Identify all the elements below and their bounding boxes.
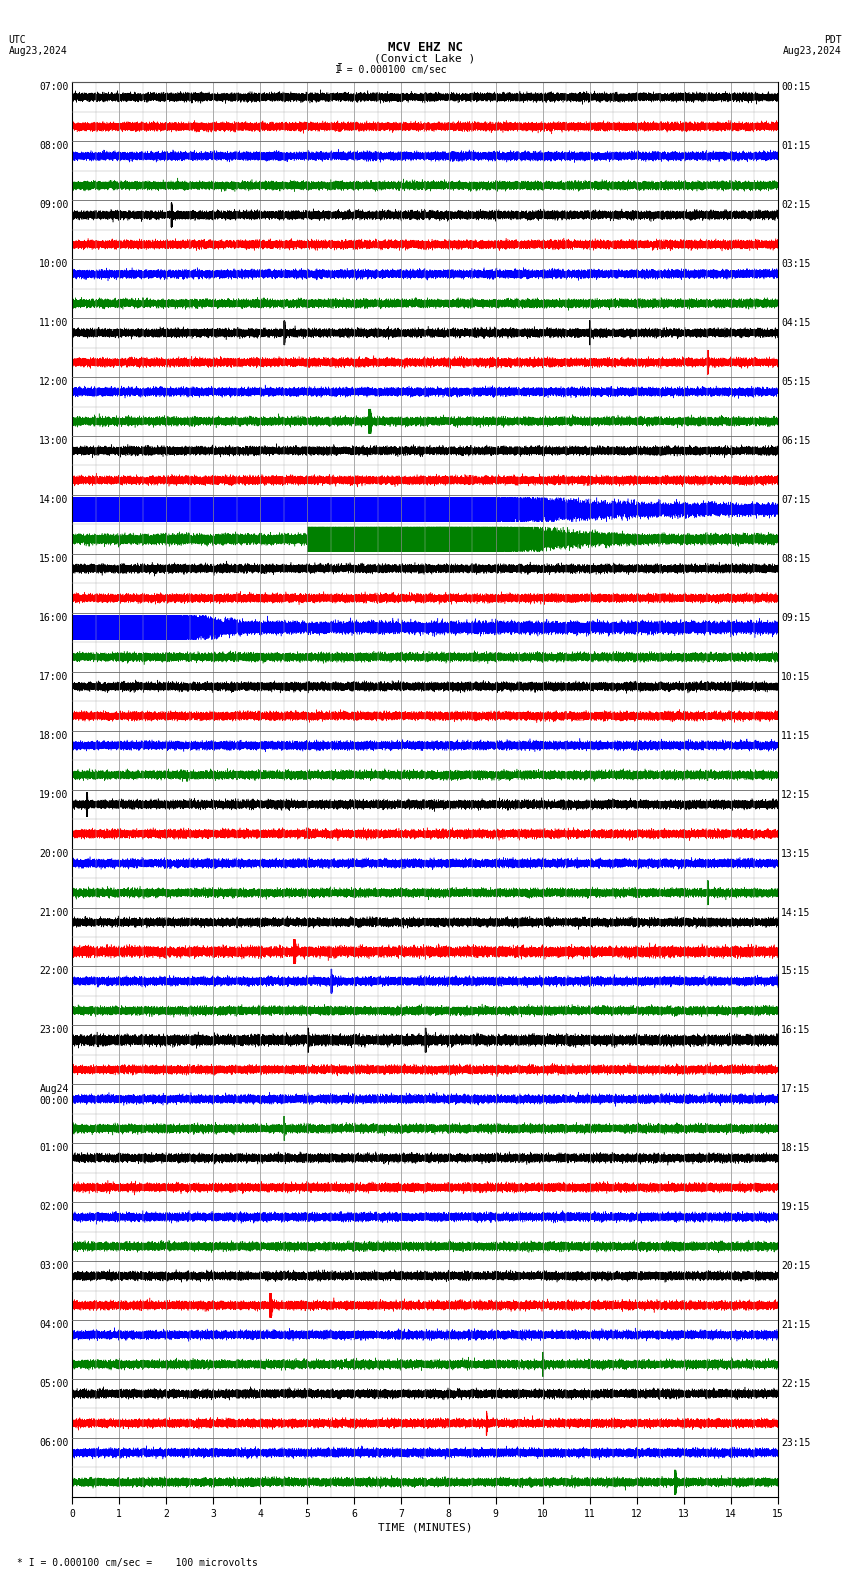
Text: 13:15: 13:15 (781, 849, 811, 859)
Text: 21:15: 21:15 (781, 1319, 811, 1331)
Text: 02:15: 02:15 (781, 200, 811, 211)
Text: 19:15: 19:15 (781, 1202, 811, 1212)
Text: 15:15: 15:15 (781, 966, 811, 976)
Text: PDT: PDT (824, 35, 842, 44)
Text: 13:00: 13:00 (39, 436, 69, 447)
Text: 11:15: 11:15 (781, 730, 811, 741)
Text: Aug24
00:00: Aug24 00:00 (39, 1085, 69, 1106)
Text: 19:00: 19:00 (39, 790, 69, 800)
Text: 16:15: 16:15 (781, 1025, 811, 1036)
Text: MCV EHZ NC: MCV EHZ NC (388, 41, 462, 54)
Text: 09:00: 09:00 (39, 200, 69, 211)
Text: 09:15: 09:15 (781, 613, 811, 623)
Text: 06:15: 06:15 (781, 436, 811, 447)
Text: * I = 0.000100 cm/sec =    100 microvolts: * I = 0.000100 cm/sec = 100 microvolts (17, 1559, 258, 1568)
Text: (Convict Lake ): (Convict Lake ) (374, 54, 476, 63)
Text: 12:15: 12:15 (781, 790, 811, 800)
Text: 12:00: 12:00 (39, 377, 69, 386)
Text: 11:00: 11:00 (39, 318, 69, 328)
Text: 20:00: 20:00 (39, 849, 69, 859)
Text: 16:00: 16:00 (39, 613, 69, 623)
Text: 22:00: 22:00 (39, 966, 69, 976)
Text: 14:00: 14:00 (39, 494, 69, 505)
Text: 02:00: 02:00 (39, 1202, 69, 1212)
Text: 10:15: 10:15 (781, 672, 811, 681)
Text: 22:15: 22:15 (781, 1380, 811, 1389)
Text: 01:15: 01:15 (781, 141, 811, 152)
Text: 07:15: 07:15 (781, 494, 811, 505)
Text: 23:15: 23:15 (781, 1438, 811, 1448)
Text: 04:15: 04:15 (781, 318, 811, 328)
Text: 06:00: 06:00 (39, 1438, 69, 1448)
Text: I: I (337, 63, 343, 73)
Text: 21:00: 21:00 (39, 908, 69, 917)
Text: 05:00: 05:00 (39, 1380, 69, 1389)
Text: 05:15: 05:15 (781, 377, 811, 386)
Text: 14:15: 14:15 (781, 908, 811, 917)
X-axis label: TIME (MINUTES): TIME (MINUTES) (377, 1522, 473, 1533)
Text: 03:00: 03:00 (39, 1261, 69, 1270)
Text: 03:15: 03:15 (781, 260, 811, 269)
Text: 17:15: 17:15 (781, 1085, 811, 1095)
Text: 10:00: 10:00 (39, 260, 69, 269)
Text: 15:00: 15:00 (39, 554, 69, 564)
Text: 08:15: 08:15 (781, 554, 811, 564)
Text: 23:00: 23:00 (39, 1025, 69, 1036)
Text: UTC: UTC (8, 35, 26, 44)
Text: 17:00: 17:00 (39, 672, 69, 681)
Text: Aug23,2024: Aug23,2024 (8, 46, 67, 55)
Text: Aug23,2024: Aug23,2024 (783, 46, 842, 55)
Text: 01:00: 01:00 (39, 1144, 69, 1153)
Text: 20:15: 20:15 (781, 1261, 811, 1270)
Text: 00:15: 00:15 (781, 82, 811, 92)
Text: 04:00: 04:00 (39, 1319, 69, 1331)
Text: 18:00: 18:00 (39, 730, 69, 741)
Text: I = 0.000100 cm/sec: I = 0.000100 cm/sec (335, 65, 447, 74)
Text: 08:00: 08:00 (39, 141, 69, 152)
Text: 18:15: 18:15 (781, 1144, 811, 1153)
Text: 07:00: 07:00 (39, 82, 69, 92)
